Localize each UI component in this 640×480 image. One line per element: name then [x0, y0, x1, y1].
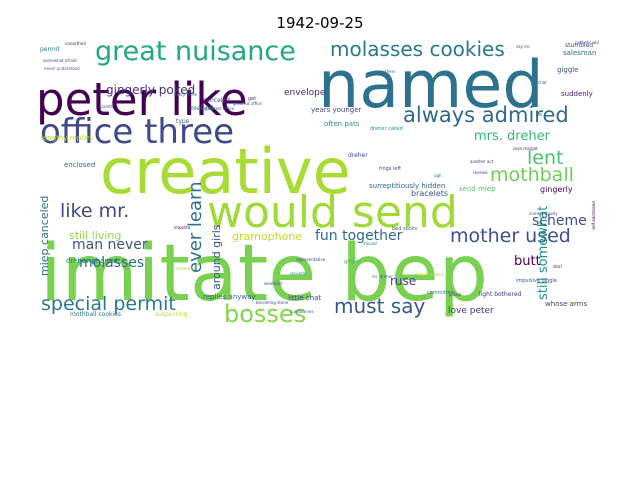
cloud-word: still somewhat [536, 206, 551, 300]
cloud-word: ruse [390, 274, 416, 288]
cloud-word: impulsive giggle [516, 278, 557, 284]
cloud-word: molasses cookies [330, 37, 505, 61]
cloud-word: pathetic old [575, 40, 599, 45]
cloud-word: send miep [459, 185, 496, 193]
cloud-word: suddenly [561, 90, 593, 98]
cloud-word: moved [363, 241, 377, 246]
cloud-word: somewhat afraid [43, 58, 77, 63]
cloud-word: miep canceled [38, 196, 51, 276]
cloud-word: replies anyway [203, 293, 256, 301]
cloud-word: mothball [490, 164, 574, 186]
cloud-word: greatest office [233, 101, 262, 106]
cloud-word: gramophone [232, 230, 302, 243]
cloud-word: get [248, 96, 256, 102]
cloud-word: sundowners [290, 309, 314, 314]
cloud-word: sat [536, 112, 543, 117]
cloud-word: deaf [553, 264, 562, 269]
cloud-word: often pats [324, 120, 360, 128]
cloud-word: bed socks [392, 226, 417, 232]
cloud-word: unearthed [65, 41, 86, 46]
cloud-word: type [176, 118, 190, 125]
cloud-word: impolite [174, 225, 191, 230]
cloud-word: bracelets [411, 189, 448, 198]
cloud-word: rings left [379, 166, 401, 172]
cloud-word: always admired [403, 103, 569, 127]
cloud-word: committee [427, 290, 454, 296]
cloud-word: dreher called [370, 126, 403, 132]
cloud-word: must say [334, 294, 425, 318]
cloud-word: would send [207, 187, 458, 238]
cloud-word: loose [567, 301, 578, 306]
cloud-word: named [318, 48, 544, 123]
cloud-word: scheme [532, 213, 587, 229]
cloud-word: ugh [434, 173, 442, 178]
cloud-word: weekend [264, 281, 282, 286]
cloud-word: imitate bep [40, 229, 488, 319]
cloud-word: peter like [36, 73, 248, 126]
cloud-word: creative [100, 135, 351, 208]
cloud-word: surreptitiously [529, 211, 558, 216]
cloud-word: representative [296, 257, 326, 262]
cloud-word: surreptitiously hidden [369, 182, 445, 190]
cloud-word: greatest office [205, 106, 234, 111]
cloud-word: light bothered [479, 291, 522, 298]
cloud-word: years younger [311, 106, 362, 114]
cloud-word: mr. dreher [372, 274, 393, 279]
cloud-word: bosses [224, 300, 306, 328]
cloud-word: like mr. [60, 200, 129, 222]
cloud-word: another act [470, 159, 494, 164]
cloud-word: ever learn [185, 181, 206, 273]
cloud-word: becoming stone [256, 300, 289, 305]
cloud-word: still living [69, 229, 121, 242]
cloud-word: gingerly poked [106, 83, 195, 97]
cloud-word: suspecting [155, 311, 188, 318]
cloud-word: self-addressed [591, 201, 596, 230]
cloud-word: mrs. dreher [474, 129, 551, 144]
cloud-word: mothball cookies [70, 311, 121, 318]
cloud-word: fake bracelets [416, 272, 444, 277]
cloud-word: molasses [79, 255, 144, 271]
cloud-word: say mr. [516, 44, 531, 49]
cloud-word: never understood [44, 66, 80, 71]
cloud-word: enclosed [64, 161, 95, 169]
cloud-word: canceled [203, 97, 230, 104]
cloud-word: special permit [41, 293, 176, 315]
cloud-word: southern [378, 69, 396, 74]
cloud-word: permit [40, 46, 60, 53]
cloud-word: dreher [348, 152, 368, 159]
cloud-word: office three [40, 112, 234, 152]
cloud-word: every three [174, 92, 198, 97]
cloud-word: recently [290, 271, 307, 276]
cloud-word: fun together [315, 228, 403, 244]
cloud-word: zeeland [190, 105, 214, 112]
cloud-word: poked [449, 292, 462, 297]
cloud-word: giggle [557, 66, 579, 74]
cloud-word: chat [538, 80, 547, 85]
cloud-word: mother used [450, 225, 571, 247]
cloud-word: butt [514, 254, 541, 269]
page-title: 1942-09-25 [276, 14, 364, 32]
cloud-word: love peter [448, 306, 494, 316]
cloud-word: lent [527, 147, 563, 169]
cloud-word: great nuisance [95, 36, 296, 67]
cloud-word: whose arms [545, 300, 587, 308]
cloud-word: envelope [284, 88, 326, 98]
cloud-word: man never [72, 237, 148, 253]
cloud-word: salesman [563, 49, 596, 57]
cloud-word: gingerly [540, 185, 573, 194]
cloud-word: sentences [175, 266, 195, 271]
cloud-word: ginger [344, 259, 361, 265]
cloud-word: stumbled [565, 42, 593, 49]
cloud-word: saintly [101, 104, 115, 109]
cloud-word: lengthy replies [41, 134, 93, 142]
cloud-word: says margot [513, 146, 538, 151]
cloud-word: little chat [288, 294, 321, 302]
cloud-word: dreher phoned [66, 257, 118, 265]
cloud-word: around girls [210, 224, 223, 290]
cloud-word: receive [473, 170, 488, 175]
